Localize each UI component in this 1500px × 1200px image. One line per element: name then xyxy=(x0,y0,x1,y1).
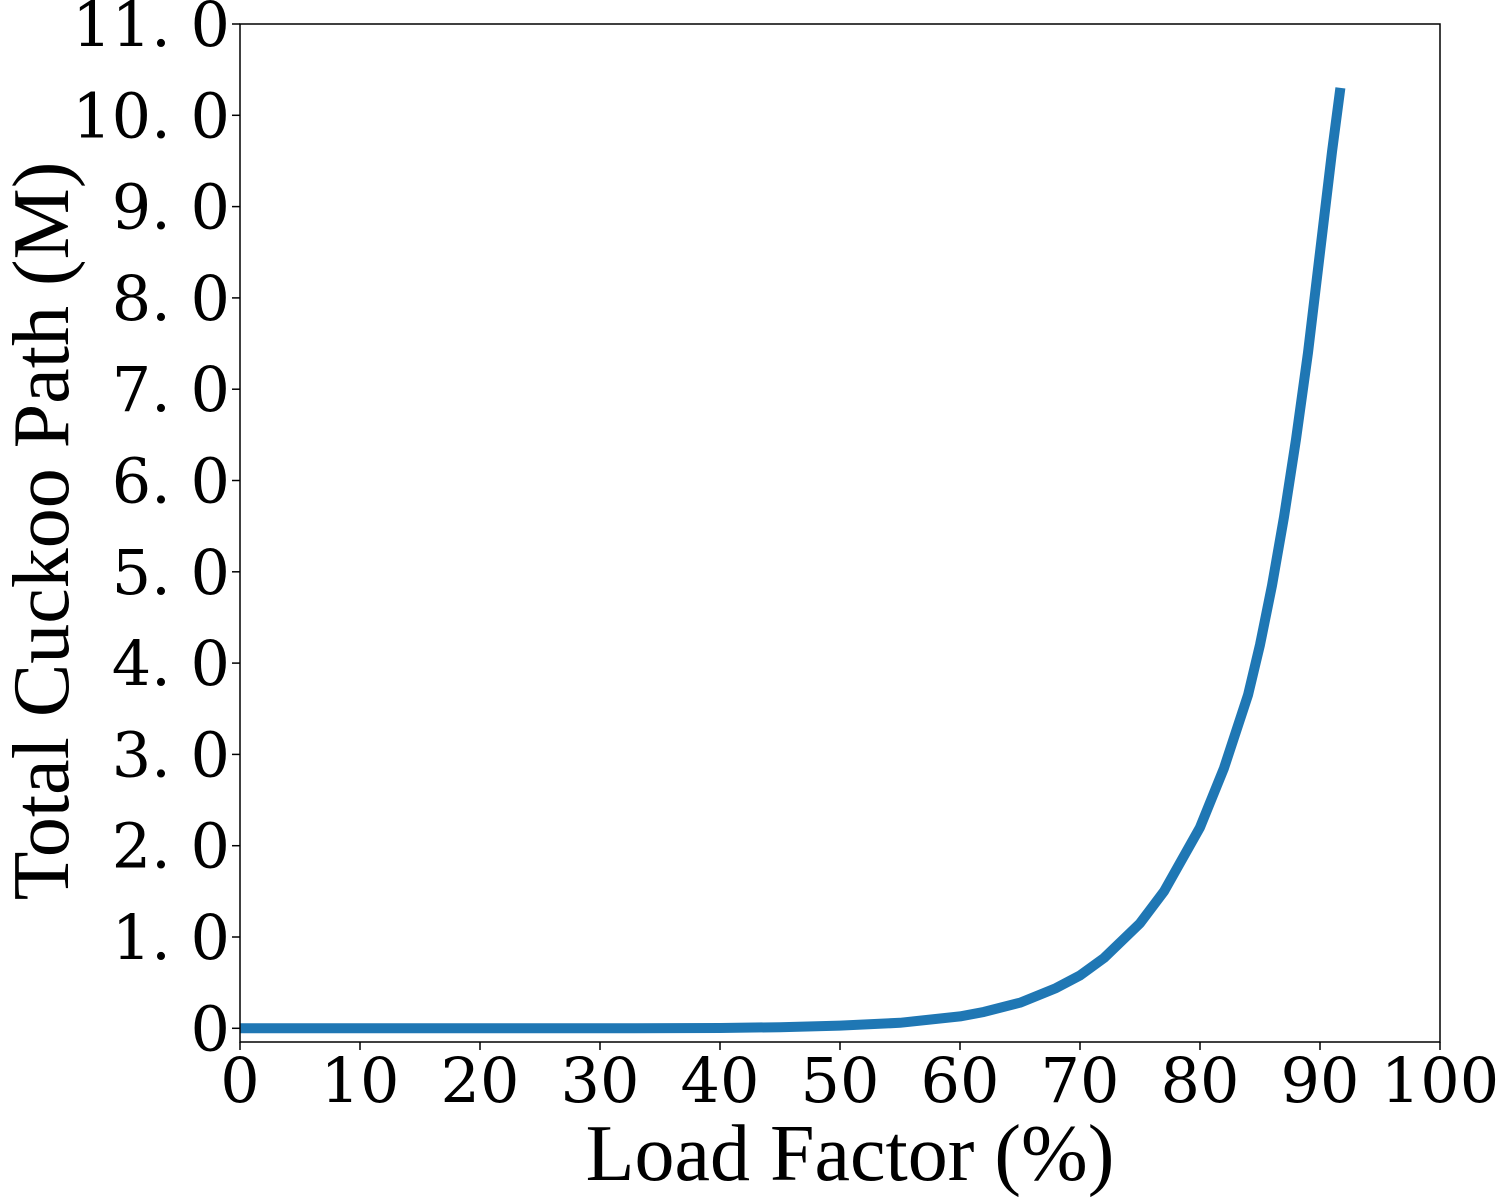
x-tick-label: 20 xyxy=(441,1044,520,1117)
y-tick-label: 10. 0 xyxy=(72,79,230,152)
series-line-0 xyxy=(240,87,1346,1034)
x-tick-label: 50 xyxy=(801,1044,880,1117)
plot-frame xyxy=(239,23,1441,1043)
x-tick-label: 0 xyxy=(220,1044,259,1117)
x-tick-label: 80 xyxy=(1161,1044,1240,1117)
x-tick-label: 100 xyxy=(1381,1044,1499,1117)
y-tick-label: 11. 0 xyxy=(72,0,230,61)
y-tick-label: 3. 0 xyxy=(112,718,230,791)
y-tick-label: 8. 0 xyxy=(112,262,230,335)
x-tick-label: 40 xyxy=(681,1044,760,1117)
y-tick-label: 2. 0 xyxy=(112,810,230,883)
x-axis-title: Load Factor (%) xyxy=(586,1110,1115,1198)
x-tick-label: 30 xyxy=(561,1044,640,1117)
y-axis: 0 1. 0 2. 0 3. 0 4. 0 5. 0 6. 0 7. 0 8. 0 9. 0 10.… xyxy=(72,0,240,1065)
y-tick-label: 5. 0 xyxy=(112,536,230,609)
y-tick-label: 0 xyxy=(191,992,230,1065)
x-tick-label: 90 xyxy=(1281,1044,1360,1117)
x-axis: 0 10 20 30 40 50 60 70 80 90 100 xyxy=(220,1042,1499,1117)
plot-area xyxy=(239,23,1441,1043)
x-tick-label: 10 xyxy=(321,1044,400,1117)
y-tick-label: 1. 0 xyxy=(112,901,230,974)
y-tick-label: 6. 0 xyxy=(112,445,230,518)
x-tick-label: 60 xyxy=(921,1044,1000,1117)
y-tick-label: 7. 0 xyxy=(112,353,230,426)
y-tick-label: 4. 0 xyxy=(112,627,230,700)
y-axis-title: Total Cuckoo Path (M) xyxy=(0,162,86,901)
y-tick-label: 9. 0 xyxy=(112,171,230,244)
x-tick-label: 70 xyxy=(1041,1044,1120,1117)
